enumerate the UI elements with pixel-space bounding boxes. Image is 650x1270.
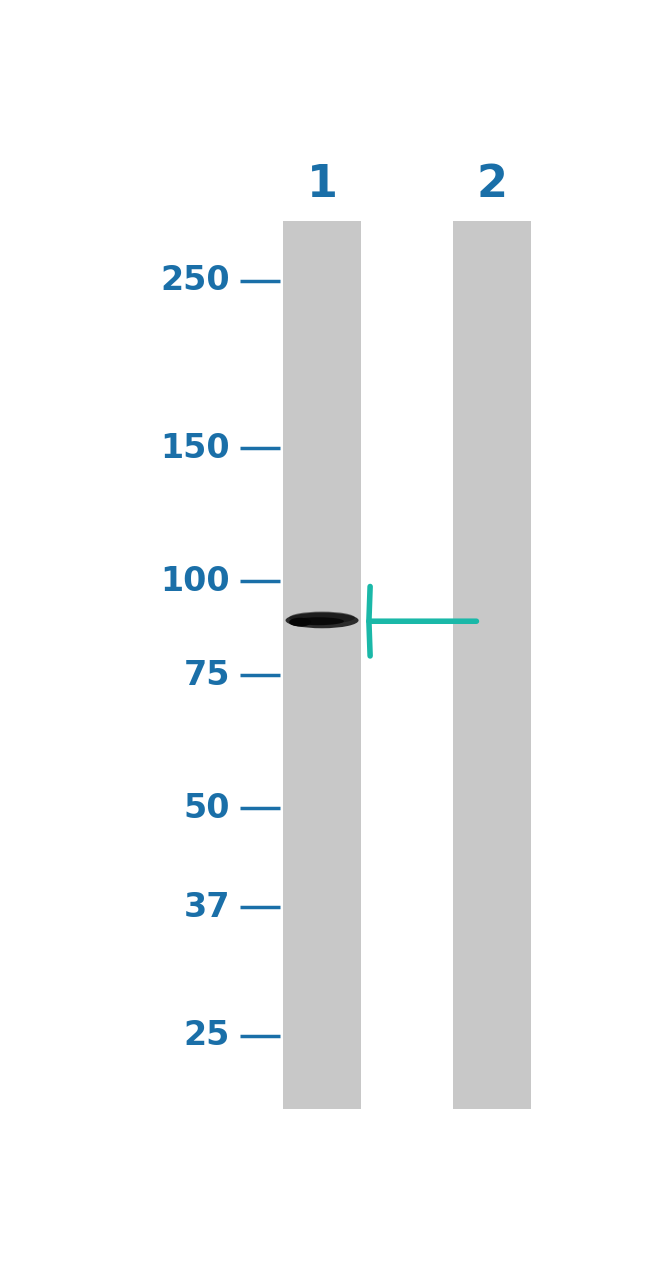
Text: 100: 100: [161, 565, 230, 598]
Ellipse shape: [289, 612, 355, 624]
Bar: [283, 221, 361, 1109]
Text: 75: 75: [183, 659, 230, 692]
Text: 250: 250: [161, 264, 230, 297]
Text: 150: 150: [161, 432, 230, 465]
Ellipse shape: [289, 617, 311, 626]
Text: 37: 37: [183, 890, 230, 923]
Ellipse shape: [292, 617, 344, 625]
Text: 25: 25: [183, 1019, 230, 1052]
Bar: [453, 221, 531, 1109]
Text: 2: 2: [476, 163, 507, 206]
Text: 50: 50: [183, 792, 230, 824]
Ellipse shape: [285, 612, 359, 629]
Text: 1: 1: [307, 163, 337, 206]
